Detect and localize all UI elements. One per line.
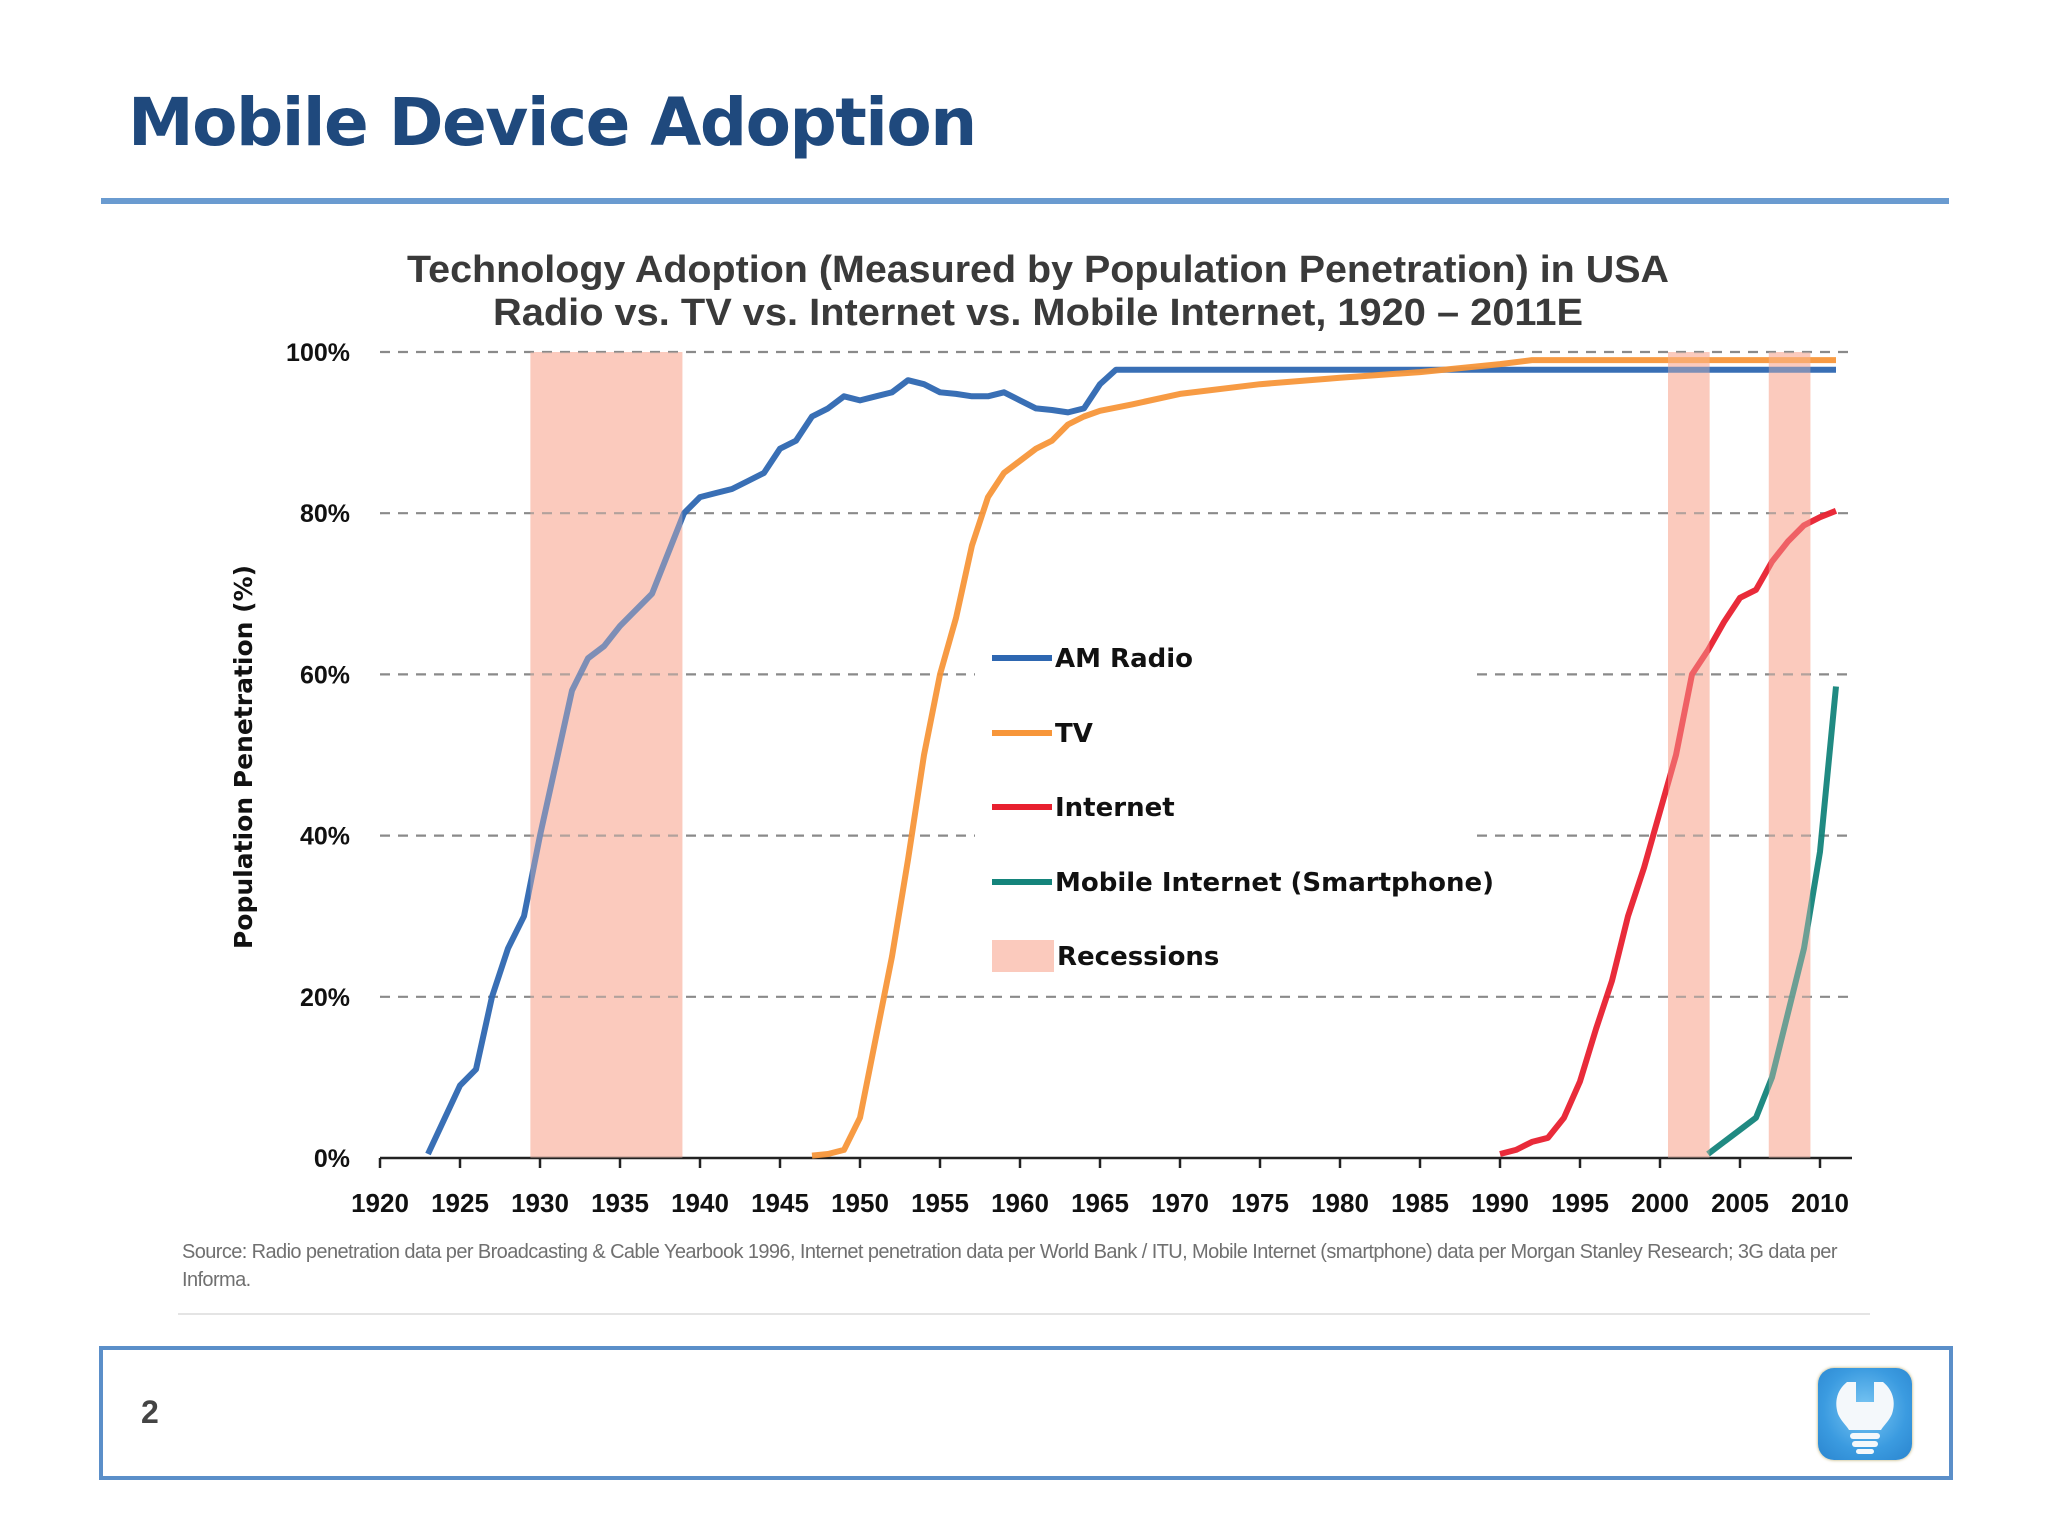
- y-tick-label: 100%: [286, 339, 350, 367]
- recession-bands: [530, 352, 1811, 1158]
- x-tick-label: 1975: [1231, 1188, 1289, 1218]
- page-number: 2: [141, 1394, 159, 1430]
- y-axis-label: Population Penetration (%): [229, 565, 258, 949]
- y-tick-labels: 0% 20% 40% 60% 80% 100%: [286, 339, 350, 1173]
- source-divider: [178, 1313, 1870, 1315]
- x-tick-label: 1965: [1071, 1188, 1129, 1218]
- x-tick-label: 1980: [1311, 1188, 1369, 1218]
- recession-overlay: [530, 352, 683, 1158]
- legend-label: Internet: [1055, 793, 1175, 823]
- x-tick-labels: 1920 1925 1930 1935 1940 1945 1950 1955 1960 1965…: [351, 1188, 1849, 1218]
- x-tick-label: 1960: [991, 1188, 1049, 1218]
- recession-band: [1768, 352, 1811, 1158]
- recession-overlay: [1768, 352, 1811, 1158]
- x-tick-label: 2000: [1631, 1188, 1689, 1218]
- series-line-mobile-internet-smartphone: [1706, 686, 1839, 1157]
- legend-label: Recessions: [1057, 942, 1219, 972]
- series-line-am-radio: [425, 366, 1836, 1156]
- y-tick-label: 0%: [314, 1145, 350, 1173]
- x-tick-label: 1950: [831, 1188, 889, 1218]
- x-tick-label: 1995: [1551, 1188, 1609, 1218]
- y-tick-label: 60%: [300, 661, 350, 689]
- slide-title: Mobile Device Adoption: [128, 84, 977, 161]
- footer: 2: [99, 1346, 1953, 1480]
- lightbulb-wrench-icon: [1818, 1368, 1912, 1460]
- series-lines: [425, 352, 1839, 1159]
- x-tick-label: 1970: [1151, 1188, 1209, 1218]
- series-line-internet: [1499, 508, 1838, 1157]
- x-tick-label: 1985: [1391, 1188, 1449, 1218]
- x-tick-label: 1920: [351, 1188, 409, 1218]
- legend: AM Radio TV Internet Mobile Internet (Smart…: [992, 644, 1494, 972]
- x-tick-label: 1945: [751, 1188, 809, 1218]
- legend-label: AM Radio: [1055, 644, 1193, 674]
- title-divider: [101, 198, 1949, 204]
- x-tick-label: 2010: [1791, 1188, 1849, 1218]
- series-line-tv: [811, 357, 1836, 1159]
- x-axis: [378, 1156, 1852, 1168]
- legend-label: Mobile Internet (Smartphone): [1055, 868, 1494, 898]
- x-tick-label: 1935: [591, 1188, 649, 1218]
- y-tick-label: 40%: [300, 823, 350, 851]
- legend-label: TV: [1055, 719, 1093, 749]
- x-tick-label: 2005: [1711, 1188, 1769, 1218]
- x-tick-label: 1940: [671, 1188, 729, 1218]
- y-tick-label: 80%: [300, 500, 350, 528]
- source-note: Source: Radio penetration data per Broad…: [182, 1241, 1837, 1291]
- x-tick-label: 1955: [911, 1188, 969, 1218]
- y-tick-label: 20%: [300, 984, 350, 1012]
- x-tick-label: 1930: [511, 1188, 569, 1218]
- chart-title: Technology Adoption (Measured by Populat…: [407, 249, 1669, 291]
- x-tick-label: 1925: [431, 1188, 489, 1218]
- chart-subtitle: Radio vs. TV vs. Internet vs. Mobile Int…: [493, 292, 1583, 334]
- x-tick-label: 1990: [1471, 1188, 1529, 1218]
- legend-swatch: [992, 940, 1054, 972]
- recession-overlay: [1668, 352, 1710, 1158]
